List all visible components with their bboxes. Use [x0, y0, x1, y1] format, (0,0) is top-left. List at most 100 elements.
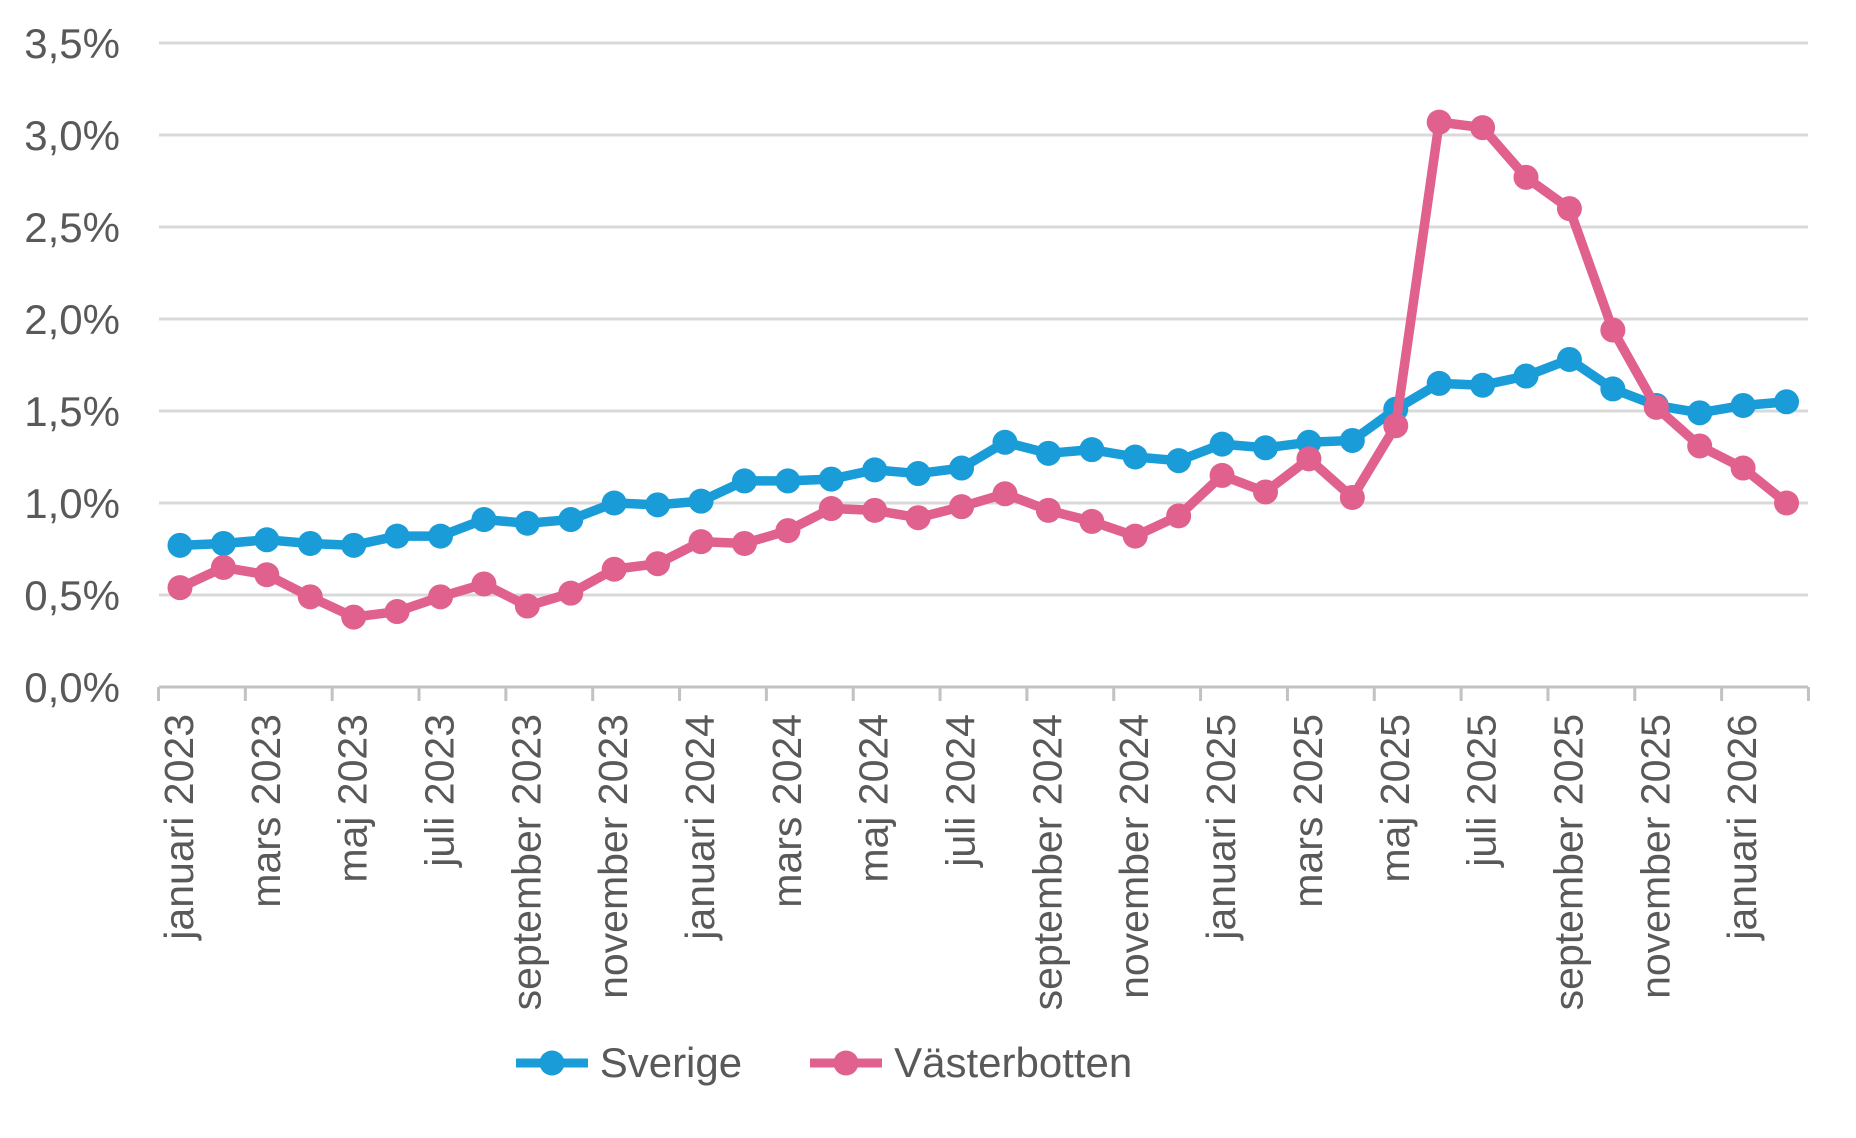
- data-point-sverige-10: [601, 490, 627, 516]
- data-point-vasterbotten-17: [905, 505, 931, 531]
- data-point-vasterbotten-14: [775, 518, 801, 544]
- x-axis-label: mars 2023: [243, 714, 289, 908]
- data-point-sverige-15: [818, 466, 844, 492]
- x-axis-label: juli 2025: [1459, 714, 1505, 868]
- data-point-vasterbotten-30: [1470, 115, 1496, 141]
- data-point-vasterbotten-12: [688, 529, 714, 555]
- data-point-sverige-33: [1600, 376, 1626, 402]
- data-point-sverige-37: [1774, 389, 1800, 415]
- data-point-sverige-3: [297, 530, 323, 556]
- x-axis-label: juli 2024: [938, 714, 984, 868]
- data-point-sverige-2: [254, 527, 280, 553]
- legend-label-vasterbotten: Västerbotten: [894, 1039, 1133, 1086]
- data-point-vasterbotten-33: [1600, 317, 1626, 343]
- x-axis-label: juli 2023: [417, 714, 463, 868]
- data-point-sverige-1: [210, 530, 236, 556]
- data-point-sverige-0: [167, 532, 193, 558]
- data-point-vasterbotten-19: [992, 481, 1018, 507]
- data-point-sverige-31: [1513, 363, 1539, 389]
- data-point-vasterbotten-31: [1513, 164, 1539, 190]
- data-point-sverige-16: [862, 457, 888, 483]
- data-point-vasterbotten-18: [949, 494, 975, 520]
- data-point-vasterbotten-9: [558, 580, 584, 606]
- data-point-sverige-5: [384, 523, 410, 549]
- legend-item-vasterbotten: Västerbotten: [808, 1042, 1132, 1084]
- data-point-vasterbotten-36: [1730, 455, 1756, 481]
- data-point-sverige-11: [645, 492, 671, 518]
- data-point-vasterbotten-23: [1166, 503, 1192, 529]
- legend-item-sverige: Sverige: [514, 1042, 742, 1084]
- data-point-sverige-8: [514, 510, 540, 536]
- legend: Sverige Västerbotten: [0, 1042, 1751, 1084]
- x-axis-label: september 2023: [503, 714, 549, 1010]
- data-point-sverige-32: [1556, 346, 1582, 372]
- data-point-vasterbotten-37: [1774, 490, 1800, 516]
- x-axis-label: januari 2026: [1719, 714, 1765, 941]
- x-axis-label: mars 2025: [1285, 714, 1331, 908]
- data-point-vasterbotten-27: [1339, 484, 1365, 510]
- data-point-vasterbotten-7: [471, 571, 497, 597]
- y-axis-label: 0,0%: [24, 664, 120, 711]
- data-point-sverige-22: [1122, 444, 1148, 470]
- x-axis-label: januari 2023: [156, 714, 202, 941]
- data-point-sverige-7: [471, 507, 497, 533]
- data-point-sverige-35: [1687, 400, 1713, 426]
- x-axis-label: november 2023: [590, 714, 636, 999]
- data-point-vasterbotten-20: [1035, 497, 1061, 523]
- y-axis-label: 3,5%: [24, 20, 120, 67]
- x-axis-label: maj 2023: [330, 714, 376, 883]
- data-point-vasterbotten-2: [254, 562, 280, 588]
- data-point-vasterbotten-32: [1556, 196, 1582, 222]
- x-axis-label: maj 2025: [1372, 714, 1418, 883]
- x-axis-label: november 2025: [1632, 714, 1678, 999]
- data-point-vasterbotten-1: [210, 554, 236, 580]
- data-point-vasterbotten-0: [167, 575, 193, 601]
- data-point-sverige-30: [1470, 372, 1496, 398]
- data-point-vasterbotten-25: [1253, 479, 1278, 505]
- y-axis-label: 3,0%: [24, 112, 120, 159]
- data-point-sverige-21: [1079, 437, 1105, 463]
- legend-line-marker-vasterbotten: [810, 1050, 883, 1076]
- data-point-vasterbotten-10: [601, 556, 627, 582]
- x-axis-label: mars 2024: [764, 714, 810, 908]
- data-point-sverige-19: [992, 429, 1018, 455]
- legend-label-sverige: Sverige: [599, 1039, 743, 1086]
- x-axis-label: september 2025: [1545, 714, 1591, 1010]
- y-axis-label: 2,0%: [24, 296, 120, 343]
- data-point-sverige-14: [775, 468, 801, 494]
- data-point-sverige-23: [1166, 448, 1192, 474]
- y-axis-label: 2,5%: [24, 204, 120, 251]
- data-point-sverige-9: [558, 507, 584, 533]
- x-axis-label: januari 2024: [677, 714, 723, 941]
- data-point-vasterbotten-26: [1296, 446, 1322, 472]
- legend-line-marker-sverige: [515, 1050, 588, 1076]
- data-point-sverige-12: [688, 488, 714, 514]
- data-point-sverige-20: [1035, 440, 1061, 466]
- data-point-vasterbotten-28: [1383, 413, 1409, 439]
- data-point-vasterbotten-16: [862, 497, 888, 523]
- data-point-sverige-18: [949, 455, 975, 481]
- data-point-vasterbotten-29: [1426, 109, 1452, 135]
- data-point-sverige-29: [1426, 370, 1452, 396]
- data-point-vasterbotten-11: [645, 551, 671, 577]
- data-point-sverige-27: [1339, 427, 1365, 453]
- series-line-sverige: [175, 354, 1792, 551]
- data-point-sverige-6: [428, 523, 454, 549]
- data-point-sverige-25: [1253, 435, 1278, 461]
- data-point-vasterbotten-24: [1209, 462, 1235, 488]
- data-point-sverige-36: [1730, 392, 1756, 418]
- data-point-vasterbotten-21: [1079, 508, 1105, 534]
- x-axis-label: september 2024: [1024, 714, 1070, 1010]
- x-axis-label: januari 2025: [1198, 714, 1244, 941]
- data-point-sverige-4: [341, 532, 367, 558]
- data-point-vasterbotten-6: [428, 584, 454, 610]
- data-point-vasterbotten-4: [341, 604, 367, 630]
- data-point-vasterbotten-35: [1687, 433, 1713, 459]
- x-axis-label: maj 2024: [851, 714, 897, 883]
- data-point-vasterbotten-5: [384, 599, 410, 625]
- data-point-sverige-17: [905, 461, 931, 487]
- y-axis-label: 0,5%: [24, 572, 120, 619]
- data-point-vasterbotten-22: [1122, 523, 1148, 549]
